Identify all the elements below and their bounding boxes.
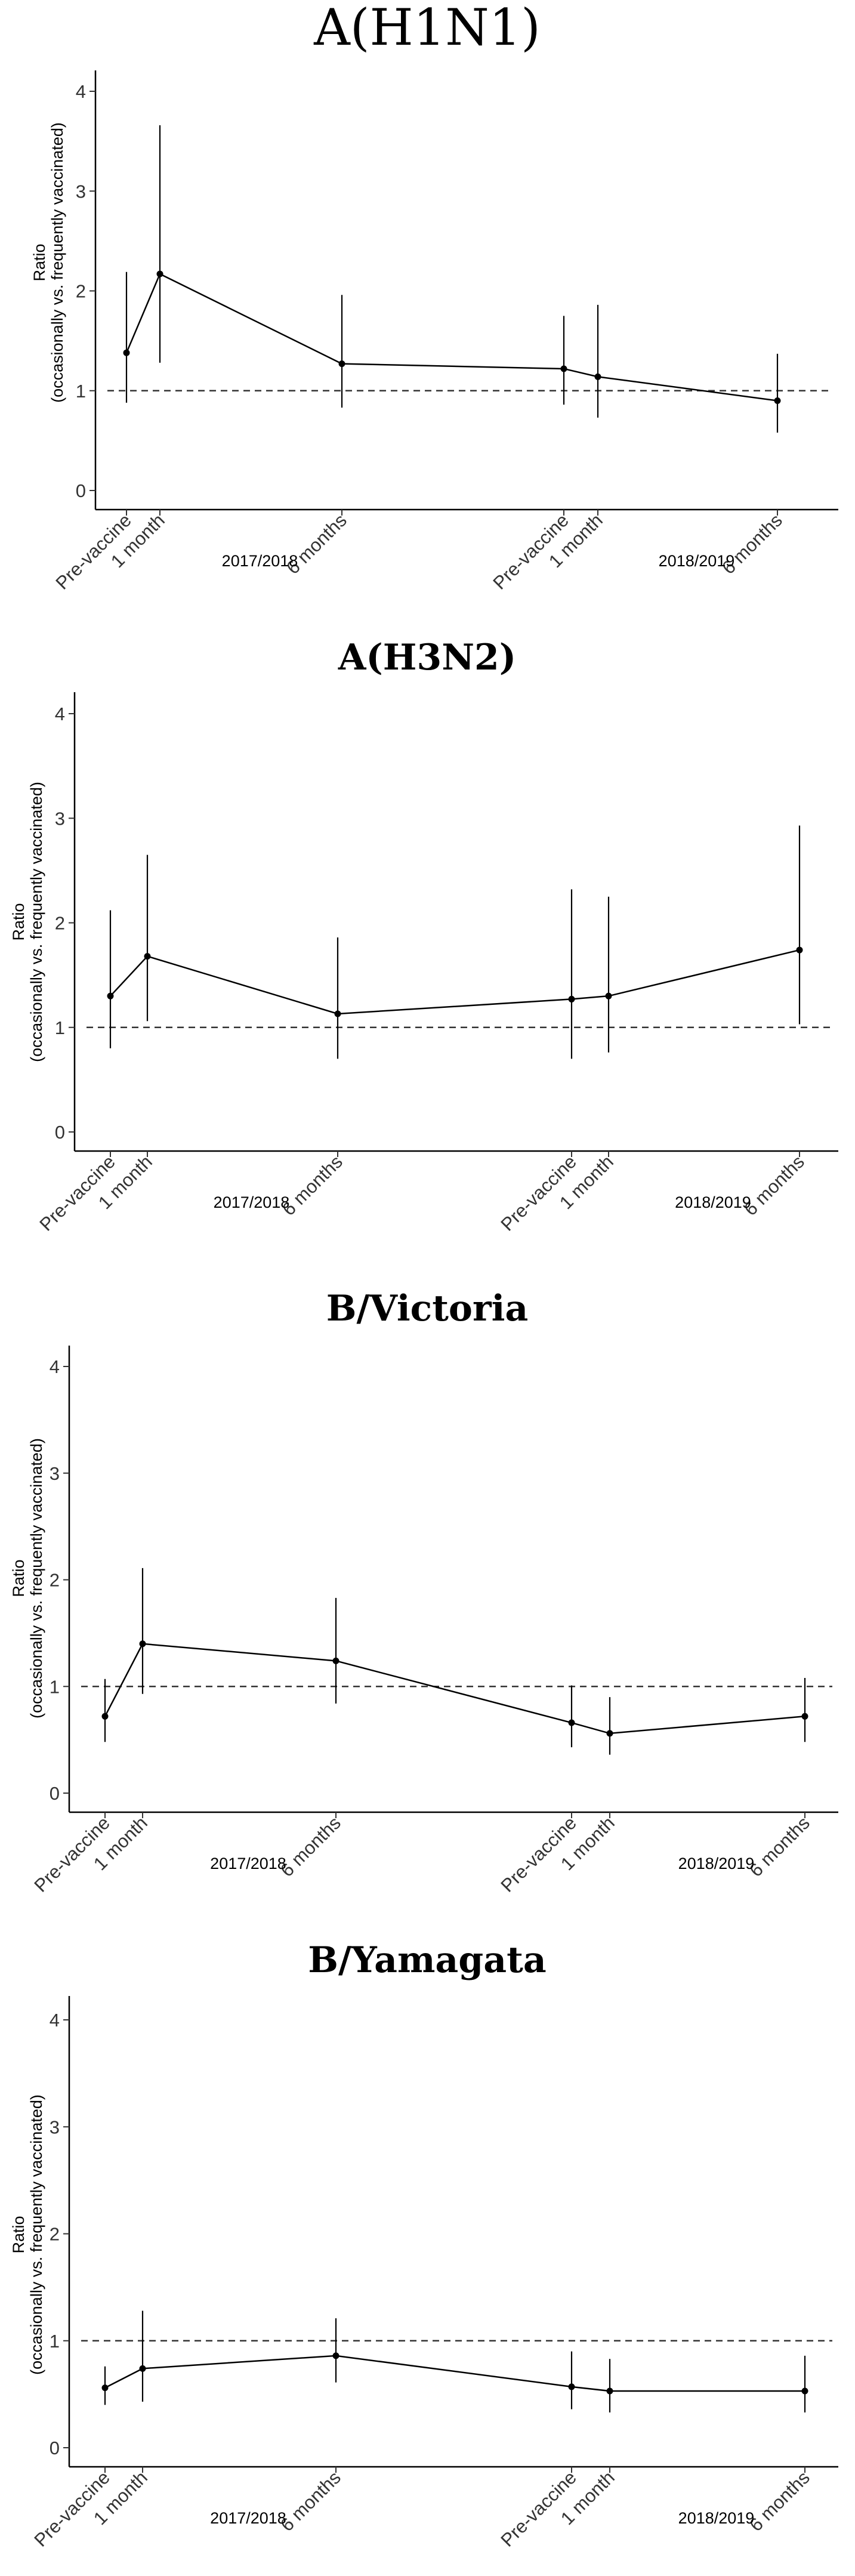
data-point	[107, 992, 114, 999]
chart-panel: A(H3N2) Ratio(occasionally vs. frequently…	[10, 637, 838, 1235]
data-point	[139, 2365, 146, 2372]
y-tick-label: 3	[50, 2117, 60, 2137]
y-tick-label: 1	[50, 2331, 60, 2352]
y-tick-label: 2	[50, 1570, 60, 1591]
data-point	[801, 2387, 808, 2395]
chart-title: A(H1N1)	[313, 0, 541, 57]
y-tick-label: 0	[55, 1122, 65, 1143]
y-tick-label: 0	[50, 2438, 60, 2458]
series-line	[110, 949, 800, 1015]
season-label: 2018/2019	[678, 2509, 755, 2527]
data-point	[774, 397, 781, 404]
data-point	[338, 360, 345, 368]
y-axis-label: Ratio(occasionally vs. frequently vaccin…	[10, 2094, 45, 2375]
y-tick-label: 3	[76, 181, 86, 202]
season-label: 2017/2018	[210, 1855, 286, 1872]
chart-panel: B/Yamagata Ratio(occasionally vs. frequen…	[10, 1939, 838, 2551]
x-tick-label: 6 months	[745, 2467, 814, 2535]
season-label: 2017/2018	[210, 2509, 286, 2527]
y-axis-label: Ratio(occasionally vs. frequently vaccin…	[30, 122, 66, 403]
y-tick-label: 0	[76, 480, 86, 501]
data-point	[123, 349, 130, 356]
chart-title: B/Victoria	[326, 1288, 528, 1329]
data-point	[144, 953, 151, 960]
y-axis-label: Ratio(occasionally vs. frequently vaccin…	[10, 782, 45, 1062]
y-tick-label: 2	[55, 913, 65, 934]
data-point	[101, 1713, 109, 1720]
data-point	[568, 1719, 575, 1726]
season-label: 2018/2019	[678, 1855, 755, 1872]
y-axis-label: Ratio(occasionally vs. frequently vaccin…	[10, 1438, 45, 1719]
y-tick-label: 4	[76, 81, 86, 102]
data-point	[606, 2387, 613, 2395]
data-point	[139, 1640, 146, 1648]
data-point	[606, 1730, 613, 1737]
y-tick-label: 1	[50, 1676, 60, 1697]
y-tick-label: 4	[55, 704, 65, 724]
chart-panel: A(H1N1) Ratio(occasionally vs. frequently…	[30, 0, 838, 594]
season-label: 2017/2018	[214, 1193, 290, 1211]
data-point	[594, 373, 601, 380]
data-point	[332, 2352, 339, 2359]
data-point	[560, 365, 567, 372]
y-tick-label: 4	[50, 1356, 60, 1377]
data-point	[101, 2384, 109, 2392]
data-point	[605, 992, 612, 999]
y-tick-label: 2	[50, 2224, 60, 2245]
series-line	[104, 2355, 805, 2392]
chart-panel: B/Victoria Ratio(occasionally vs. frequen…	[10, 1288, 838, 1896]
season-label: 2018/2019	[675, 1193, 751, 1211]
data-point	[334, 1010, 341, 1017]
y-tick-label: 3	[50, 1463, 60, 1484]
season-label: 2018/2019	[659, 552, 735, 570]
x-tick-label: 6 months	[276, 2467, 345, 2535]
chart-title: B/Yamagata	[308, 1939, 546, 1981]
data-point	[156, 270, 163, 277]
y-tick-label: 3	[55, 808, 65, 829]
chart-title: A(H3N2)	[338, 637, 516, 678]
data-point	[801, 1713, 808, 1720]
y-tick-label: 0	[50, 1783, 60, 1804]
season-label: 2017/2018	[222, 552, 298, 570]
series-line	[125, 273, 778, 402]
y-tick-label: 1	[76, 381, 86, 402]
y-tick-label: 2	[76, 281, 86, 302]
x-tick-label: 6 months	[276, 1812, 345, 1881]
x-tick-label: 6 months	[745, 1812, 814, 1881]
series-line	[104, 1643, 805, 1735]
data-point	[332, 1657, 339, 1664]
data-point	[568, 2383, 575, 2390]
data-point	[568, 995, 575, 1002]
y-tick-label: 1	[55, 1017, 65, 1038]
y-tick-label: 4	[50, 2010, 60, 2031]
data-point	[796, 946, 803, 954]
